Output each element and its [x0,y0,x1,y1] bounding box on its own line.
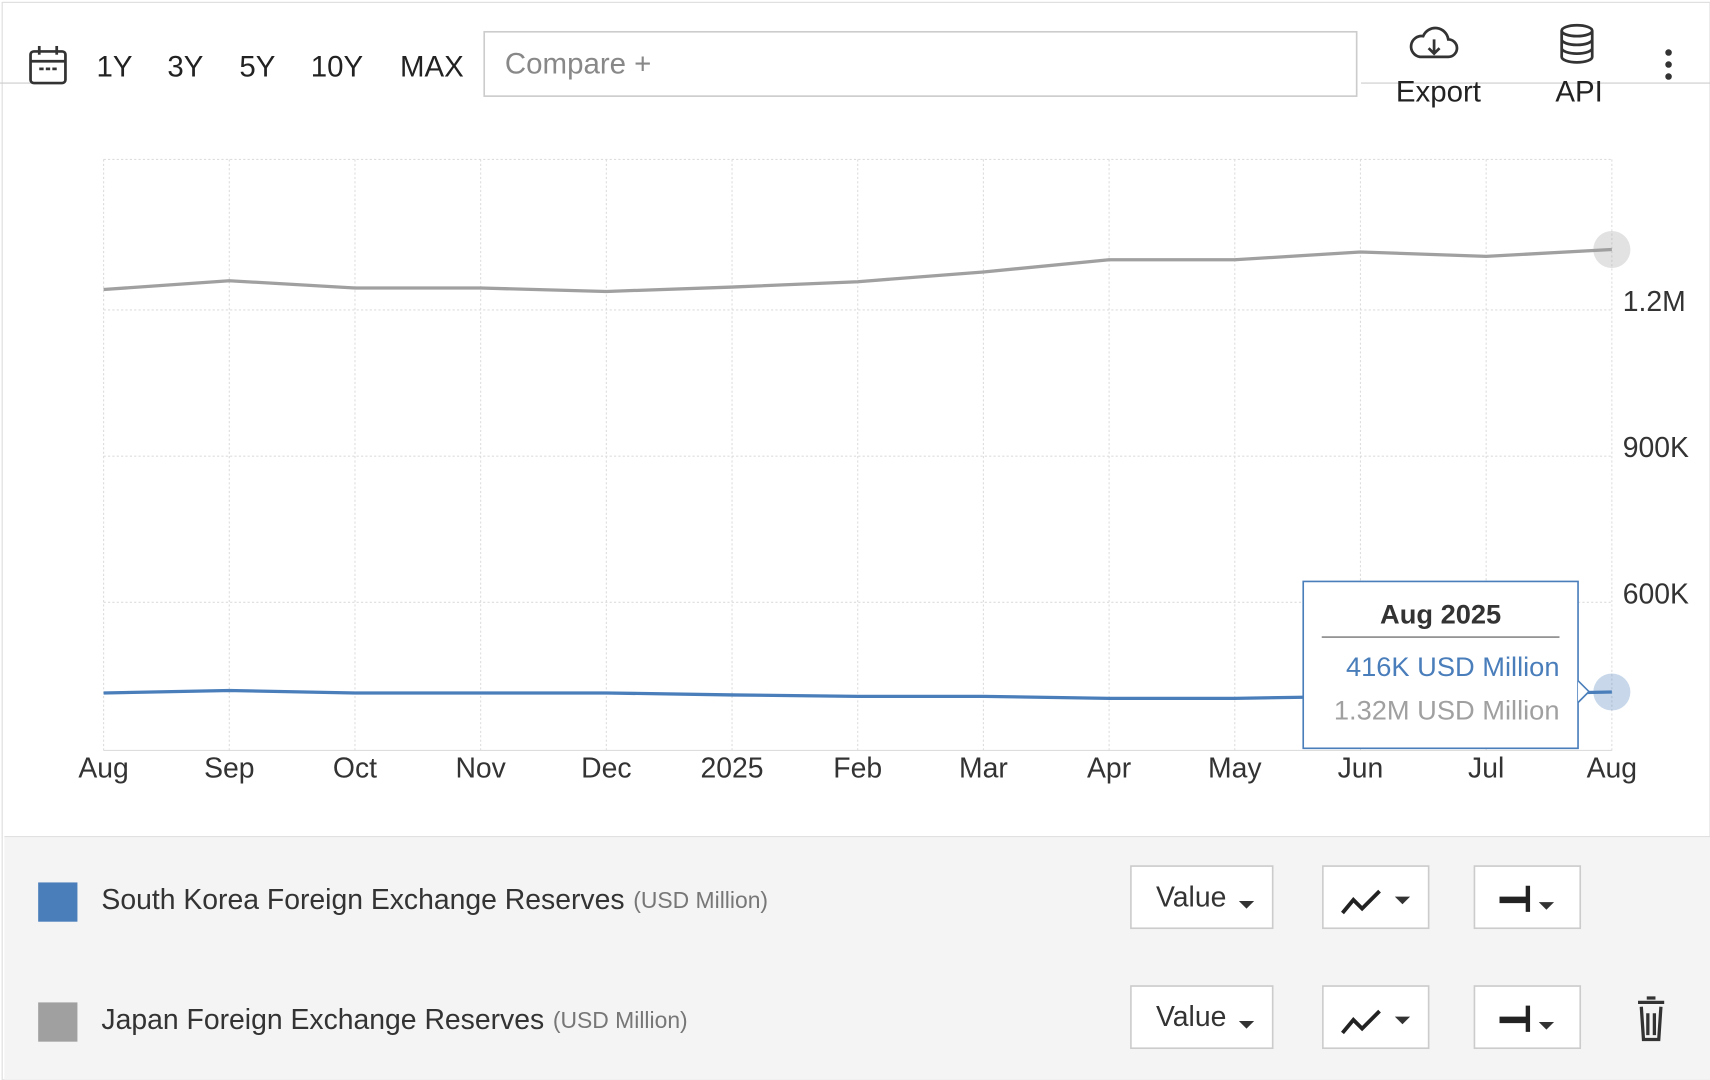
axis-icon [1499,885,1531,912]
export-button[interactable]: Export [1396,76,1481,109]
api-icon[interactable] [1560,23,1594,64]
caret [1394,896,1411,905]
legend-swatch [38,882,78,922]
api-button[interactable]: API [1555,76,1602,109]
x-tick-label: Feb [833,753,882,785]
caret [1538,902,1555,910]
tooltip-box [1302,580,1579,750]
x-tick-label: Aug [78,753,128,785]
calendar-icon[interactable] [29,45,67,85]
series-name: South Korea Foreign Exchange Reserves [101,885,624,917]
trash-icon[interactable] [1638,996,1665,1042]
x-tick-label: Oct [333,753,377,785]
axis-button[interactable] [1473,865,1582,930]
series-line [103,247,1612,294]
tooltip-pointer [1577,680,1591,704]
mode-label[interactable]: Value [1156,1001,1226,1033]
export-icon[interactable] [1409,26,1459,59]
tooltip-line: 1.32M USD Million [1334,695,1560,726]
axis-icon [1499,1005,1531,1032]
caret [1238,900,1255,909]
tooltip-line: 416K USD Million [1346,651,1560,682]
caret [1538,1022,1555,1030]
x-tick-label: Dec [581,753,631,785]
mode-button[interactable] [1130,985,1274,1050]
y-tick-label: 900K [1623,432,1689,464]
mode-button[interactable] [1130,865,1274,930]
x-tick-label: 2025 [701,753,764,785]
tooltip-title: Aug 2025 [1380,599,1501,630]
series-unit: (USD Million) [553,1007,688,1033]
line-icon [1341,1009,1381,1035]
range-button[interactable]: 3Y [167,51,203,84]
menu-icon[interactable] [1665,49,1672,80]
hover-marker [1593,673,1631,711]
legend-swatch [38,1002,78,1042]
compare-input[interactable] [483,30,1358,97]
legend-name: South Korea Foreign Exchange Reserves (US… [101,885,768,917]
mode-label[interactable]: Value [1156,881,1226,913]
x-tick-label: Apr [1087,753,1131,785]
y-tick-label: 1.2M [1623,286,1686,318]
x-tick-label: Nov [455,753,506,785]
range-button[interactable]: 10Y [311,51,363,84]
x-tick-label: Jun [1338,753,1384,785]
x-tick-label: May [1208,753,1262,785]
series-unit: (USD Million) [633,887,768,913]
caret [1238,1020,1255,1029]
series-name: Japan Foreign Exchange Reserves [101,1005,544,1037]
tooltip: Aug 2025 416K USD Million 1.32M USD Millio… [1302,580,1591,750]
x-tick-label: Mar [959,753,1008,785]
range-button[interactable]: 5Y [239,51,275,84]
legend-name: Japan Foreign Exchange Reserves (USD Mill… [101,1005,687,1037]
compare-placeholder[interactable]: Compare + [505,47,651,80]
x-tick-label: Jul [1468,753,1504,785]
legend-panel [4,836,1710,1080]
hover-marker [1593,231,1631,269]
x-tick-label: Sep [204,753,254,785]
line-icon [1341,889,1381,915]
range-button[interactable]: MAX [400,51,464,84]
caret [1394,1016,1411,1025]
x-tick-label: Aug [1587,753,1637,785]
y-tick-label: 600K [1623,578,1689,610]
range-button[interactable]: 1Y [97,51,133,84]
